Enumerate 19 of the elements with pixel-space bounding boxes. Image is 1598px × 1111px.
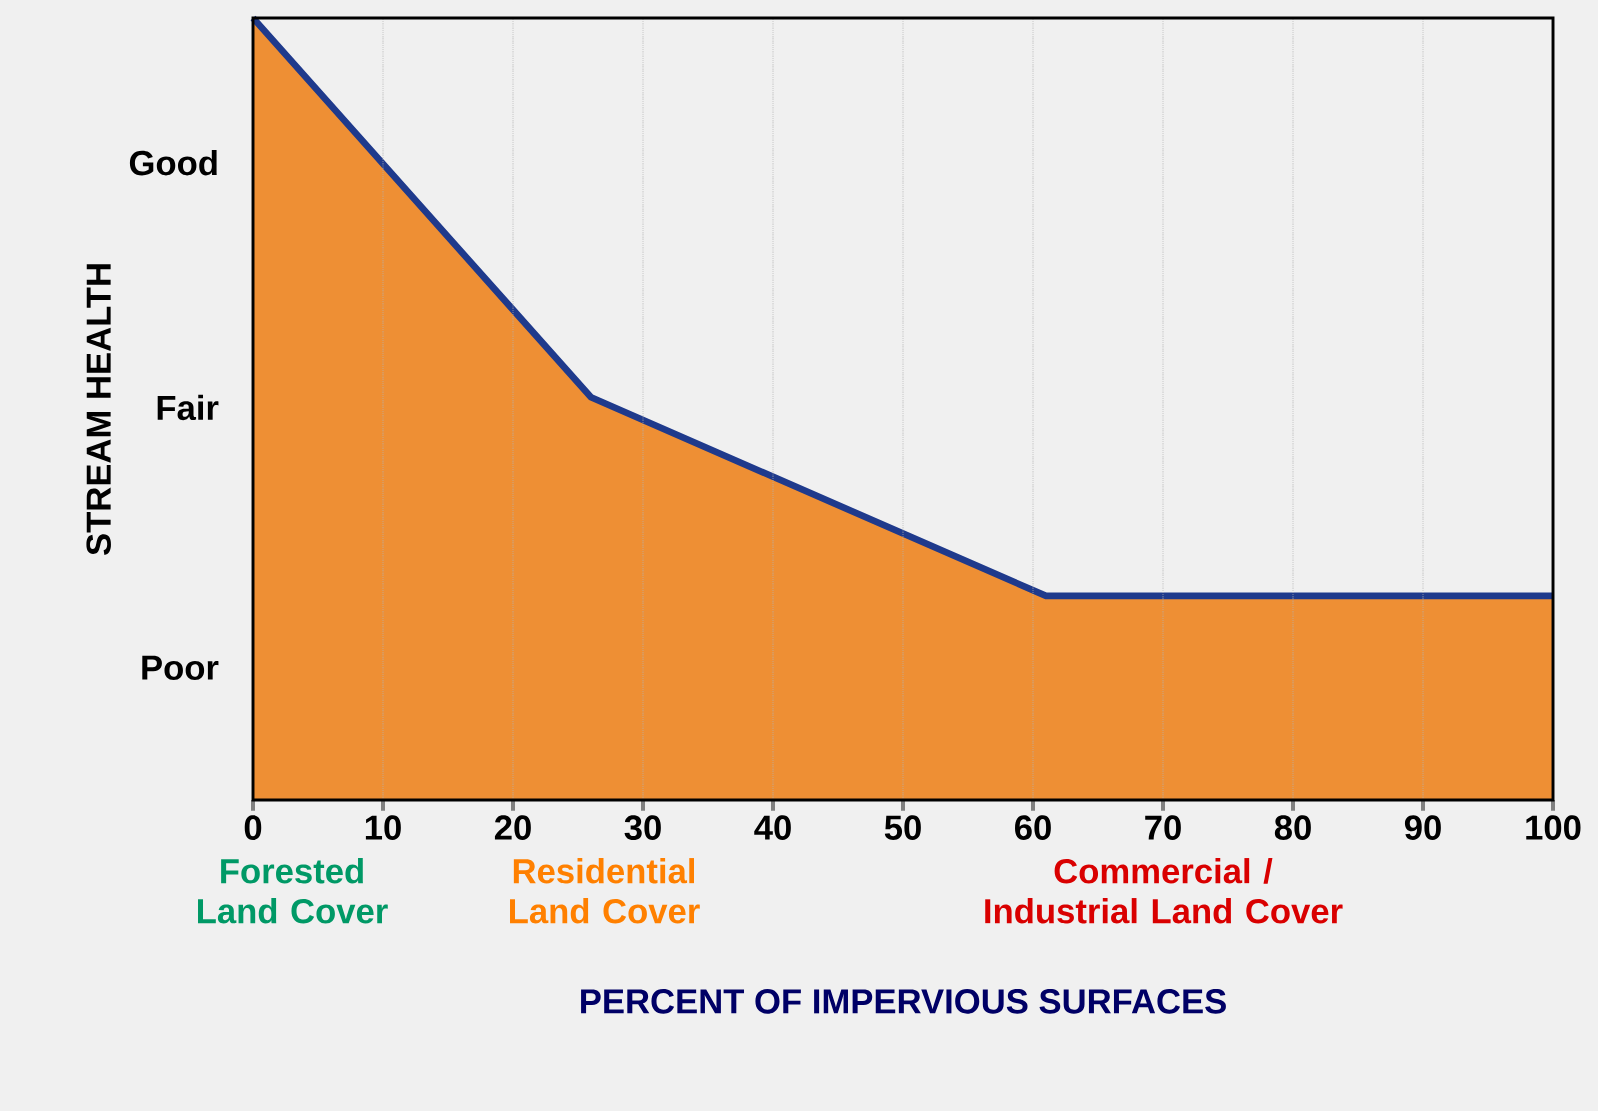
y-axis-title: STREAM HEALTH [86, 264, 111, 555]
text: Good [129, 149, 217, 176]
x-tick-label: 20 [494, 815, 531, 840]
x-tick-label: 0 [244, 815, 262, 840]
x-tick-label: 60 [1015, 815, 1051, 840]
x-tick-label: 50 [884, 815, 921, 840]
x-tick-label: 90 [1404, 815, 1441, 840]
x-tick-label: 30 [624, 815, 661, 840]
text: Poor [142, 655, 219, 680]
x-tick-label: 80 [1274, 815, 1311, 840]
text: Residential Land Cover [510, 858, 700, 924]
x-tick-label: 40 [754, 815, 791, 840]
x-tick-label: 10 [365, 815, 401, 840]
text: Forested Land Cover [198, 858, 388, 924]
x-tick-label: 100 [1526, 815, 1581, 840]
x-axis-title: PERCENT OF IMPERVIOUS SURFACES [581, 989, 1226, 1014]
x-tick-label: 70 [1145, 815, 1181, 840]
text: Fair [157, 394, 219, 421]
text: Commercial / Industrial Land Cover [985, 858, 1343, 924]
